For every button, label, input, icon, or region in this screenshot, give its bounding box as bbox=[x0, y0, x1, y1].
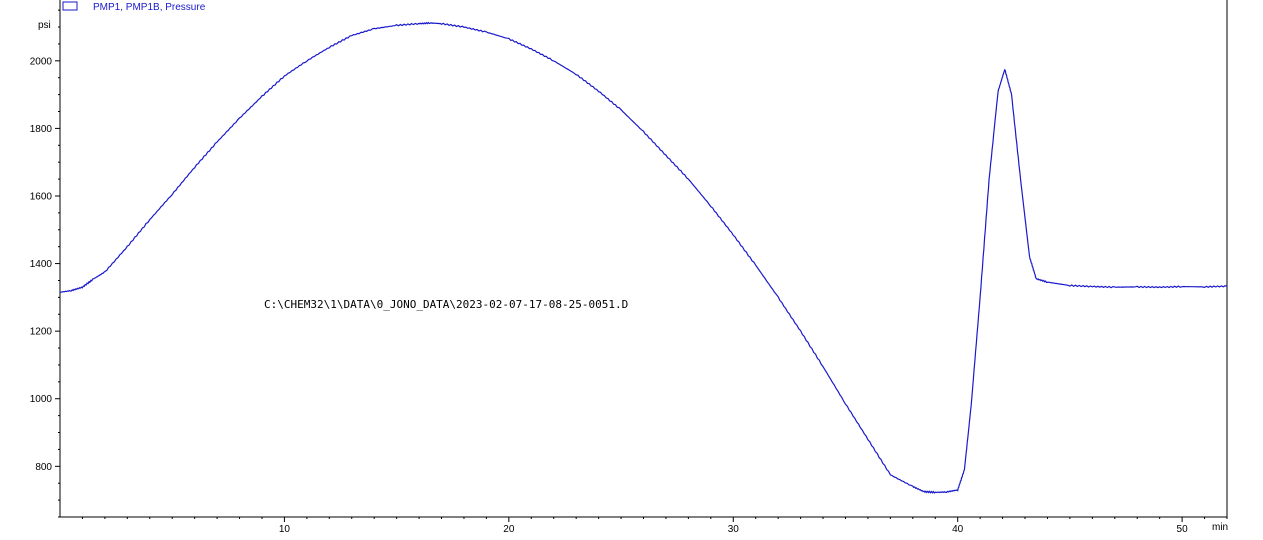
legend-swatch bbox=[62, 1, 78, 11]
x-axis-unit-label: min bbox=[1212, 522, 1228, 533]
y-tick-label: 2000 bbox=[30, 56, 53, 67]
pressure-series-line bbox=[59, 21, 1228, 494]
x-tick-label: 30 bbox=[728, 524, 740, 535]
y-tick-label: 800 bbox=[35, 462, 52, 473]
x-tick-label: 50 bbox=[1177, 524, 1189, 535]
legend: PMP1, PMP1B, Pressure bbox=[62, 1, 206, 13]
legend-label: PMP1, PMP1B, Pressure bbox=[93, 2, 206, 13]
x-tick-label: 20 bbox=[503, 524, 515, 535]
plot-area: 800 1000 1200 1400 1600 1800 2000 10 20 30 40 50 bbox=[30, 0, 1228, 535]
y-tick-label: 1600 bbox=[30, 191, 53, 202]
x-tick-label: 10 bbox=[279, 524, 291, 535]
y-tick-label: 1400 bbox=[30, 259, 53, 270]
x-tick-label: 40 bbox=[952, 524, 964, 535]
y-tick-label: 1000 bbox=[30, 394, 53, 405]
y-tick-label: 1800 bbox=[30, 124, 53, 135]
y-tick-label: 1200 bbox=[30, 327, 53, 338]
file-path-annotation: C:\CHEM32\1\DATA\0_JONO_DATA\2023-02-07-… bbox=[264, 298, 628, 311]
y-axis-unit-label: psi bbox=[38, 20, 51, 31]
